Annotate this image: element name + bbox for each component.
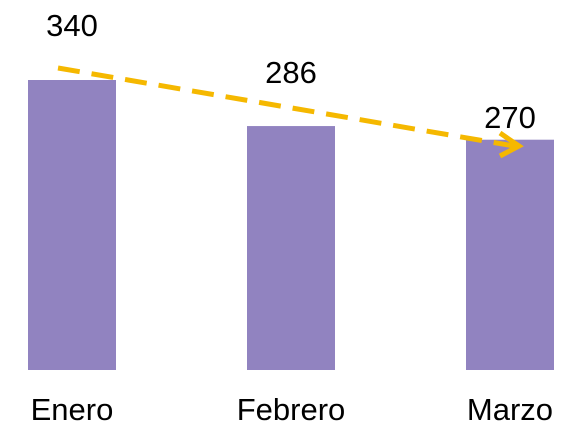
bar — [247, 126, 335, 370]
data-label: 270 — [484, 100, 536, 135]
x-tick-label: Enero — [31, 392, 114, 427]
bars — [28, 80, 554, 370]
trend-line — [57, 65, 515, 149]
x-tick-label: Febrero — [237, 392, 346, 427]
bar — [466, 139, 554, 370]
arrow-head — [498, 130, 524, 159]
data-label: 286 — [265, 55, 317, 90]
labels: 340 Enero 286 Febrero 270 Marzo — [31, 8, 553, 427]
trend-arrow — [57, 65, 524, 159]
data-label: 340 — [46, 8, 98, 43]
x-tick-label: Marzo — [467, 392, 553, 427]
bar — [28, 80, 116, 370]
